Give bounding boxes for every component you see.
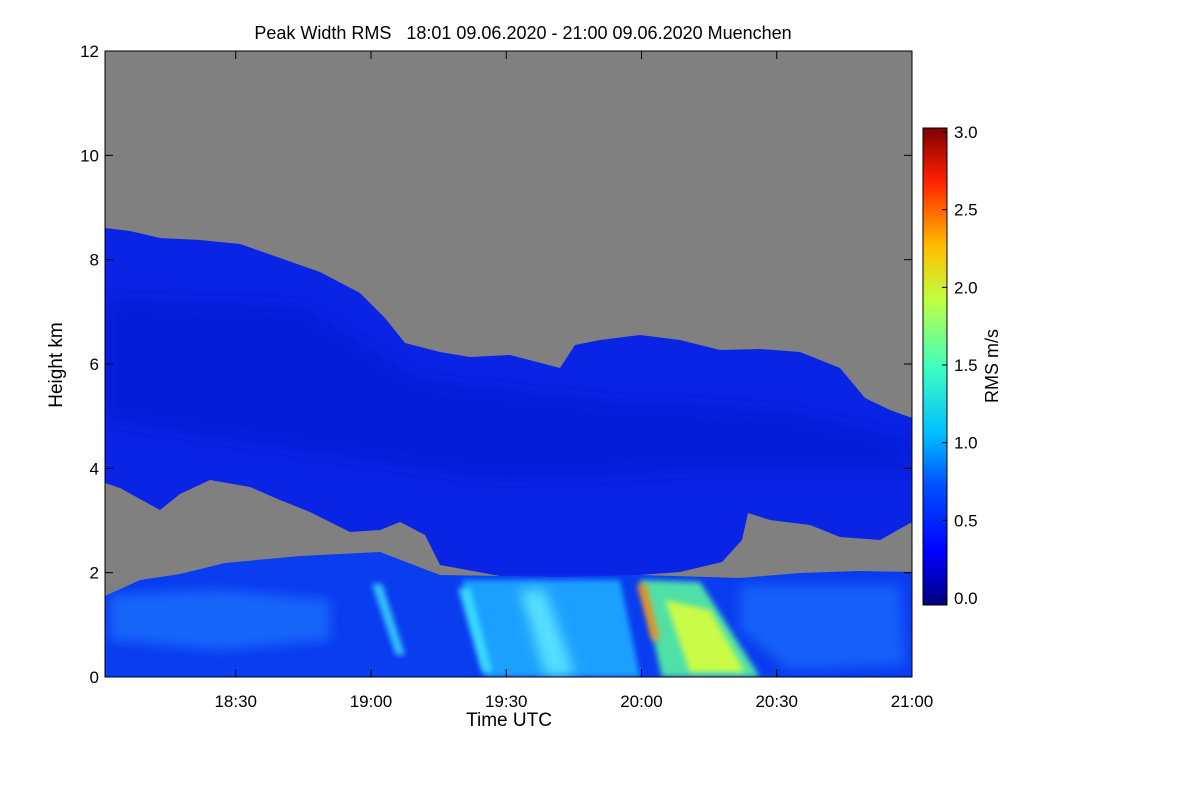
colorbar — [922, 127, 948, 606]
colorbar-tick-label: 0.5 — [954, 511, 978, 530]
x-tick-label: 19:00 — [350, 692, 393, 711]
x-tick-label: 20:00 — [620, 692, 663, 711]
precipitation-light-band-right — [740, 585, 905, 670]
y-tick-label: 0 — [90, 668, 99, 687]
x-tick-label: 19:30 — [485, 692, 528, 711]
colorbar-tick-label: 0.0 — [954, 589, 978, 608]
y-axis: 0 2 4 6 8 10 12 — [80, 42, 912, 687]
x-axis: 18:30 19:00 19:30 20:00 20:30 21:00 — [214, 51, 933, 711]
x-tick-label: 21:00 — [891, 692, 934, 711]
y-axis-label: Height km — [46, 322, 67, 408]
y-tick-label: 6 — [90, 355, 99, 374]
colorbar-label: RMS m/s — [982, 329, 1002, 403]
cloud-inner-texture — [105, 300, 912, 480]
plot-area — [105, 51, 912, 677]
x-axis-label: Time UTC — [466, 710, 552, 731]
fall-streak-orange-line — [637, 584, 660, 640]
colorbar-tick-label: 1.5 — [954, 356, 978, 375]
y-tick-label: 4 — [90, 459, 99, 478]
fall-streak-cyan-band-3 — [520, 590, 575, 675]
fall-streak-cyan-line-2 — [372, 584, 405, 655]
precipitation-light-band — [110, 590, 330, 650]
y-tick-label: 2 — [90, 564, 99, 583]
fall-streak-yellow-core — [665, 600, 745, 672]
x-tick-label: 20:30 — [755, 692, 798, 711]
colorbar-tick-label: 1.0 — [954, 434, 978, 453]
y-tick-label: 12 — [80, 42, 99, 61]
fall-streak-cyan-line-1 — [458, 588, 492, 672]
y-tick-label: 10 — [80, 146, 99, 165]
colorbar-axis: 0.0 0.5 1.0 1.5 2.0 2.5 3.0 — [942, 123, 978, 608]
colorbar-tick-label: 2.0 — [954, 278, 978, 297]
colorbar-tick-label: 3.0 — [954, 123, 978, 142]
x-tick-label: 18:30 — [214, 692, 257, 711]
colorbar-tick-label: 2.5 — [954, 201, 978, 220]
chart-title: Peak Width RMS 18:01 09.06.2020 - 21:00 … — [254, 23, 791, 43]
y-tick-label: 8 — [90, 251, 99, 270]
